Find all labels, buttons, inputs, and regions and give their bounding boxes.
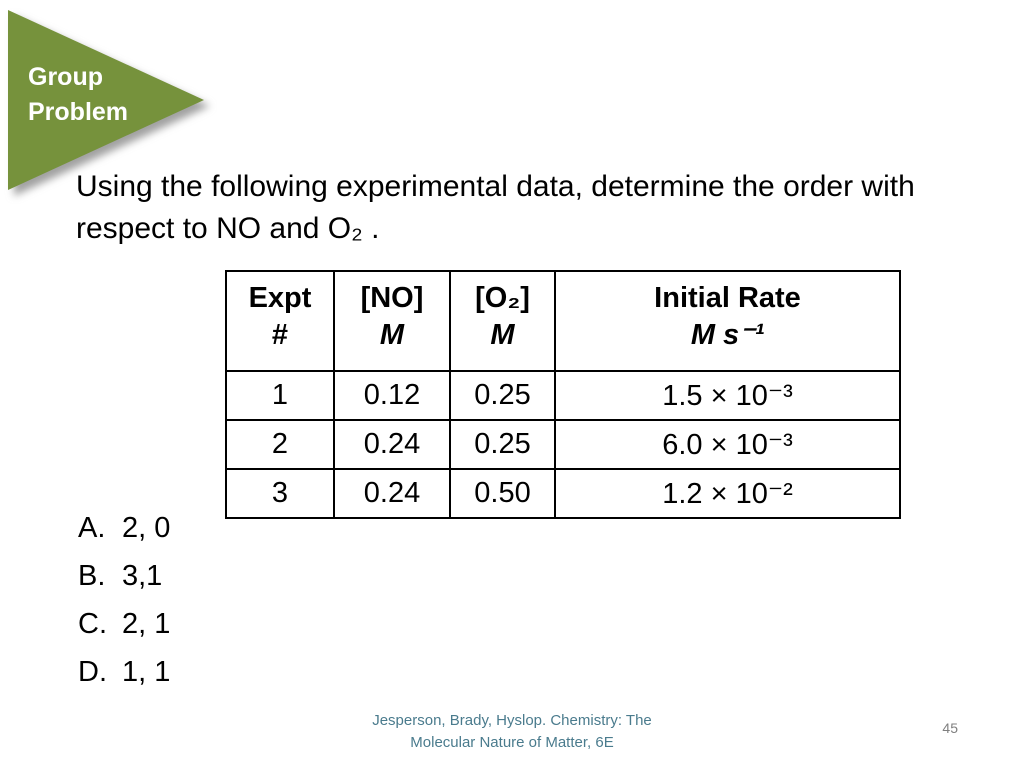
header-no-line2: M	[379, 319, 405, 351]
header-expt: Expt #	[225, 270, 335, 372]
triangle-icon	[8, 10, 204, 190]
table-row: 1 0.12 0.25 1.5 × 10⁻³	[225, 370, 901, 421]
table-row: 3 0.24 0.50 1.2 × 10⁻²	[225, 468, 901, 519]
badge-line1: Group	[28, 63, 103, 91]
cell-expt: 1	[225, 370, 335, 421]
choice-c: C. 2, 1	[78, 600, 170, 648]
cell-no: 0.24	[333, 419, 451, 470]
header-rate-line2: M s⁻¹	[690, 319, 765, 351]
triangle-shape	[8, 10, 204, 190]
table-row: 2 0.24 0.25 6.0 × 10⁻³	[225, 419, 901, 470]
header-rate-line1: Initial Rate	[654, 282, 801, 314]
header-no: [NO] M	[333, 270, 451, 372]
answer-choices: A. 2, 0 B. 3,1 C. 2, 1 D. 1, 1	[78, 504, 170, 696]
cell-no: 0.12	[333, 370, 451, 421]
choice-b-text: 3,1	[122, 559, 163, 592]
cell-rate: 1.5 × 10⁻³	[554, 370, 901, 421]
question-text: Using the following experimental data, d…	[76, 166, 915, 250]
cell-rate: 1.2 × 10⁻²	[554, 468, 901, 519]
footer-citation: Jesperson, Brady, Hyslop. Chemistry: The…	[0, 710, 1024, 754]
choice-c-label: C.	[78, 607, 107, 640]
choice-a: A. 2, 0	[78, 504, 170, 552]
choice-b-label: B.	[78, 559, 106, 592]
cell-expt: 3	[225, 468, 335, 519]
cell-o2: 0.25	[449, 370, 556, 421]
header-expt-line2: #	[271, 319, 289, 351]
cell-expt: 2	[225, 419, 335, 470]
cell-rate: 6.0 × 10⁻³	[554, 419, 901, 470]
footer-line2: Molecular Nature of Matter, 6E	[410, 734, 614, 751]
choice-a-text: 2, 0	[122, 511, 171, 544]
badge-line2: Problem	[28, 98, 129, 126]
header-expt-line1: Expt	[248, 282, 312, 314]
question-line2: respect to NO and O₂ .	[76, 212, 380, 245]
header-o2-line1: [O₂]	[475, 282, 530, 314]
header-no-line1: [NO]	[360, 282, 424, 314]
choice-c-text: 2, 1	[122, 607, 171, 640]
header-o2-line2: M	[490, 319, 515, 351]
group-problem-badge: Group Problem	[8, 10, 223, 210]
footer-line1: Jesperson, Brady, Hyslop. Chemistry: The	[372, 712, 652, 729]
table-header-row: Expt # [NO] M [O₂] M Initial Rate M s⁻¹	[225, 270, 901, 372]
header-rate: Initial Rate M s⁻¹	[554, 270, 901, 372]
table-body: 1 0.12 0.25 1.5 × 10⁻³ 2 0.24 0.25 6.0 ×…	[225, 370, 901, 519]
header-o2: [O₂] M	[449, 270, 556, 372]
choice-a-label: A.	[78, 511, 106, 544]
choice-d: D. 1, 1	[78, 648, 170, 696]
badge-label: Group Problem	[28, 60, 128, 130]
page-number: 45	[942, 720, 958, 736]
cell-no: 0.24	[333, 468, 451, 519]
experiment-table: Expt # [NO] M [O₂] M Initial Rate M s⁻¹	[225, 270, 901, 519]
choice-d-text: 1, 1	[122, 655, 171, 688]
question-line1: Using the following experimental data, d…	[76, 170, 915, 203]
table-header: Expt # [NO] M [O₂] M Initial Rate M s⁻¹	[225, 270, 901, 372]
choice-d-label: D.	[78, 655, 107, 688]
choice-b: B. 3,1	[78, 552, 170, 600]
cell-o2: 0.25	[449, 419, 556, 470]
cell-o2: 0.50	[449, 468, 556, 519]
